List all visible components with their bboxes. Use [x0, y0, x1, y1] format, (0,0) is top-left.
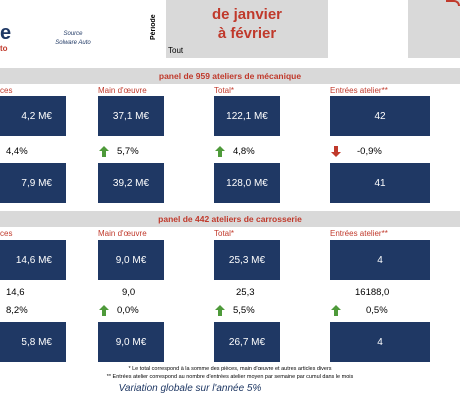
mech-entries-previous: 41 — [330, 163, 430, 203]
mech-pieces-variation: 4,4% — [6, 146, 28, 157]
body-col-entries: Entrées atelier** — [330, 229, 388, 238]
mech-total-up-arrow-icon — [215, 146, 225, 157]
footnote-total: * Le total correspond à la somme des piè… — [128, 366, 332, 372]
body-pieces-variation: 8,2% — [6, 305, 28, 316]
mech-total-variation: 4,8% — [233, 146, 255, 157]
mech-total-current: 122,1 M€ — [214, 96, 280, 136]
body-entries-value: 16188,0 — [355, 287, 390, 298]
body-labour-current: 9,0 M€ — [98, 240, 164, 280]
mech-pieces-current: 4,2 M€ — [0, 96, 66, 136]
body-labour-variation: 0,0% — [117, 305, 139, 316]
mech-labour-previous: 39,2 M€ — [98, 163, 164, 203]
body-entries-up-arrow-icon — [331, 305, 341, 316]
mech-total-previous: 128,0 M€ — [214, 163, 280, 203]
source-title: Source — [63, 31, 83, 37]
logo-subtext: to — [0, 44, 8, 53]
mech-col-labour: Main d'œuvre — [98, 86, 147, 95]
body-total-current: 25,3 M€ — [214, 240, 280, 280]
mech-labour-current: 37,1 M€ — [98, 96, 164, 136]
period-box: de janvier à février — [166, 0, 328, 58]
body-entries-previous: 4 — [330, 322, 430, 362]
body-entries-variation: 0,5% — [366, 305, 388, 316]
body-col-pieces: ces — [0, 229, 13, 238]
body-pieces-current: 14,6 M€ — [0, 240, 66, 280]
logo-letter: e — [0, 22, 12, 44]
mechanics-panel-band: panel de 959 ateliers de mécanique — [0, 68, 460, 84]
source-label: Source Solware Auto — [48, 30, 98, 48]
body-total-value: 25,3 — [236, 287, 255, 298]
periode-label: Période — [150, 14, 157, 40]
header-gray-cell — [408, 0, 460, 58]
body-col-labour: Main d'œuvre — [98, 229, 147, 238]
body-panel-band: panel de 442 ateliers de carrosserie — [0, 211, 460, 227]
period-end: à février — [217, 25, 277, 42]
body-col-total: Total* — [214, 229, 235, 238]
body-total-variation: 5,5% — [233, 305, 255, 316]
body-total-up-arrow-icon — [215, 305, 225, 316]
body-pieces-previous: 5,8 M€ — [0, 322, 66, 362]
mech-entries-variation: -0,9% — [357, 146, 382, 157]
body-labour-up-arrow-icon — [99, 305, 109, 316]
mech-col-total: Total* — [214, 86, 235, 95]
mech-col-entries: Entrées atelier** — [330, 86, 388, 95]
scope-label: Tout — [168, 46, 184, 55]
body-pieces-value: 14,6 — [6, 287, 25, 298]
mech-labour-up-arrow-icon — [99, 146, 109, 157]
body-labour-previous: 9,0 M€ — [98, 322, 164, 362]
source-name: Solware Auto — [55, 40, 91, 46]
corner-accent — [446, 0, 460, 6]
footnote-entries: ** Entrées atelier correspond au nombre … — [106, 374, 354, 380]
global-variation: Variation globale sur l'année 5% — [118, 383, 262, 394]
mech-col-pieces: ces — [0, 86, 13, 95]
period-start: de janvier — [211, 6, 283, 23]
body-labour-value: 9,0 — [122, 287, 136, 298]
mech-entries-current: 42 — [330, 96, 430, 136]
mechanics-panel-title: panel de 959 ateliers de mécanique — [158, 71, 302, 81]
mech-pieces-previous: 7,9 M€ — [0, 163, 66, 203]
body-entries-current: 4 — [330, 240, 430, 280]
body-panel-title: panel de 442 ateliers de carrosserie — [158, 214, 302, 224]
body-total-previous: 26,7 M€ — [214, 322, 280, 362]
mech-labour-variation: 5,7% — [117, 146, 139, 157]
mech-entries-down-arrow-icon — [331, 146, 341, 157]
